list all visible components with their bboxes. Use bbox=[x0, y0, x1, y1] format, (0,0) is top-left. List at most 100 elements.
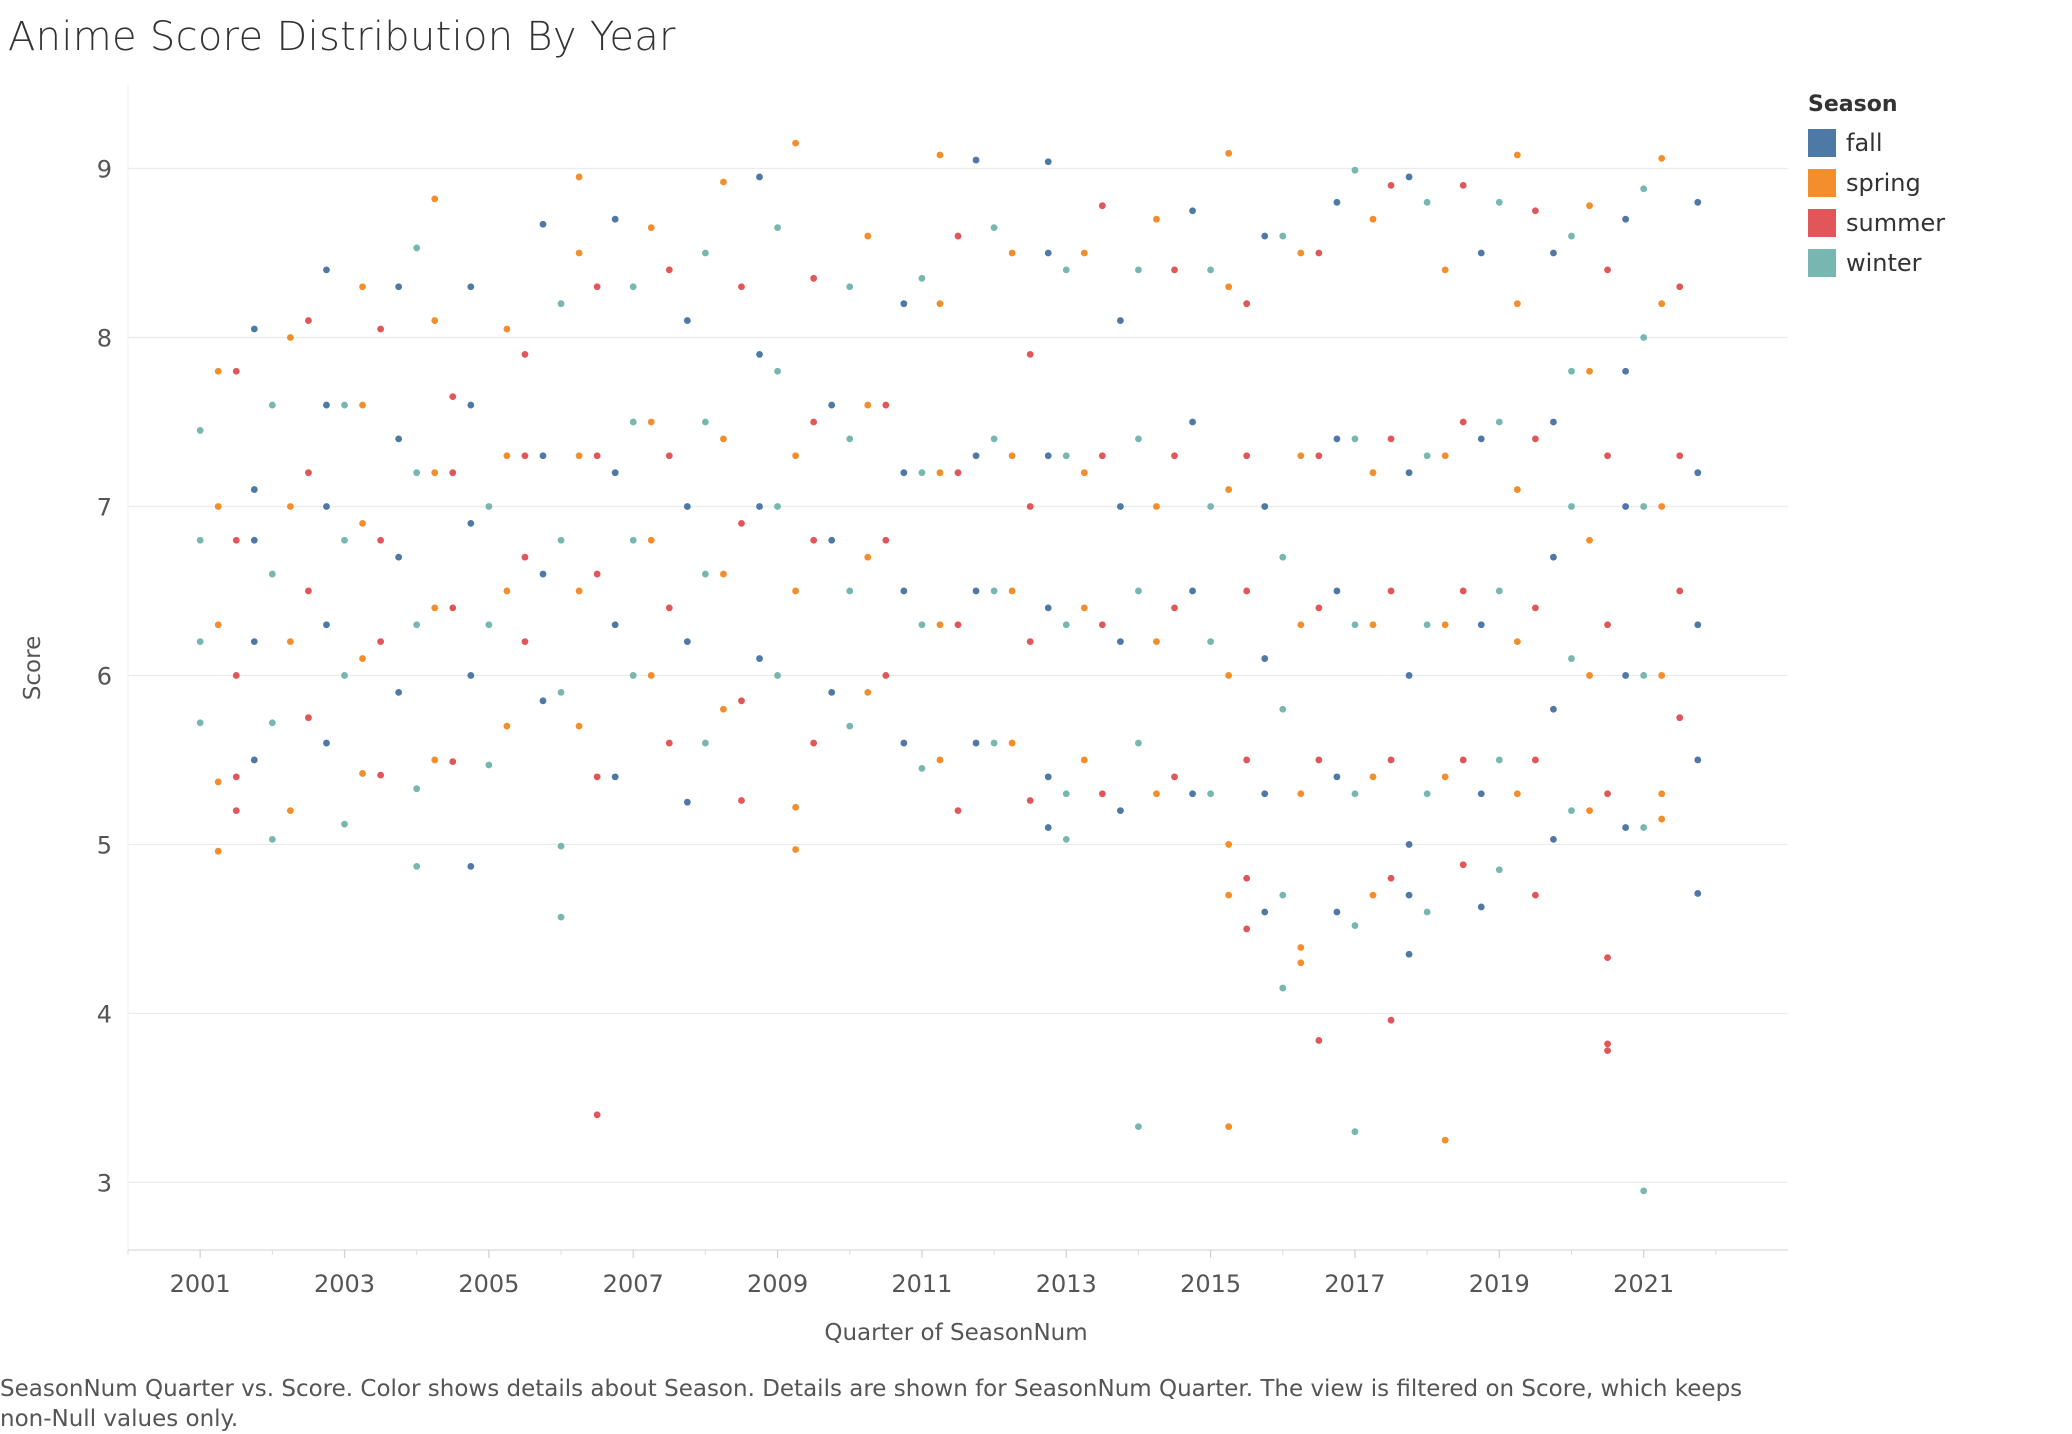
point-spring[interactable] bbox=[1008, 739, 1016, 747]
point-summer[interactable] bbox=[1098, 452, 1106, 460]
point-summer[interactable] bbox=[593, 283, 601, 291]
point-fall[interactable] bbox=[828, 401, 836, 409]
point-summer[interactable] bbox=[1604, 452, 1611, 460]
point-fall[interactable] bbox=[395, 688, 403, 696]
point-winter[interactable] bbox=[1351, 166, 1359, 174]
point-fall[interactable] bbox=[683, 638, 691, 646]
point-summer[interactable] bbox=[1604, 266, 1611, 274]
point-summer[interactable] bbox=[1171, 773, 1178, 781]
point-fall[interactable] bbox=[467, 283, 475, 291]
point-summer[interactable] bbox=[377, 536, 385, 544]
point-winter[interactable] bbox=[268, 719, 276, 727]
point-winter[interactable] bbox=[1207, 790, 1215, 798]
point-spring[interactable] bbox=[1586, 367, 1593, 375]
point-fall[interactable] bbox=[828, 688, 836, 696]
point-fall[interactable] bbox=[1694, 469, 1702, 477]
point-spring[interactable] bbox=[503, 325, 511, 333]
point-summer[interactable] bbox=[1459, 181, 1467, 189]
point-spring[interactable] bbox=[1297, 959, 1305, 967]
point-winter[interactable] bbox=[268, 570, 276, 578]
point-winter[interactable] bbox=[413, 785, 421, 793]
point-fall[interactable] bbox=[323, 401, 330, 409]
point-winter[interactable] bbox=[1062, 790, 1070, 798]
point-spring[interactable] bbox=[1225, 486, 1233, 493]
point-summer[interactable] bbox=[1243, 874, 1251, 882]
point-fall[interactable] bbox=[250, 638, 258, 646]
point-fall[interactable] bbox=[1622, 215, 1630, 223]
point-fall[interactable] bbox=[1044, 249, 1052, 257]
point-summer[interactable] bbox=[305, 587, 312, 595]
point-spring[interactable] bbox=[359, 770, 366, 777]
point-summer[interactable] bbox=[1026, 797, 1034, 804]
point-summer[interactable] bbox=[1243, 756, 1251, 764]
point-summer[interactable] bbox=[954, 621, 962, 629]
point-fall[interactable] bbox=[683, 798, 691, 806]
point-winter[interactable] bbox=[1568, 807, 1575, 815]
point-spring[interactable] bbox=[1586, 672, 1593, 679]
point-spring[interactable] bbox=[864, 688, 872, 696]
point-fall[interactable] bbox=[1261, 655, 1269, 662]
point-fall[interactable] bbox=[972, 739, 980, 747]
point-spring[interactable] bbox=[1153, 503, 1160, 510]
point-winter[interactable] bbox=[1351, 922, 1359, 929]
point-winter[interactable] bbox=[1640, 185, 1648, 193]
point-winter[interactable] bbox=[1423, 198, 1431, 206]
point-winter[interactable] bbox=[1640, 1187, 1648, 1195]
point-spring[interactable] bbox=[1658, 300, 1666, 308]
point-fall[interactable] bbox=[1694, 198, 1702, 206]
point-spring[interactable] bbox=[864, 401, 872, 409]
point-summer[interactable] bbox=[665, 604, 673, 612]
legend-item-winter[interactable]: winter bbox=[1808, 243, 1945, 283]
point-spring[interactable] bbox=[792, 139, 800, 147]
point-fall[interactable] bbox=[323, 739, 330, 747]
point-fall[interactable] bbox=[539, 570, 547, 578]
legend-item-spring[interactable]: spring bbox=[1808, 163, 1945, 203]
point-winter[interactable] bbox=[1279, 891, 1287, 899]
point-summer[interactable] bbox=[954, 232, 962, 240]
point-winter[interactable] bbox=[413, 621, 421, 629]
point-winter[interactable] bbox=[1495, 587, 1503, 595]
point-spring[interactable] bbox=[214, 367, 222, 375]
point-spring[interactable] bbox=[1586, 202, 1593, 210]
point-summer[interactable] bbox=[1387, 587, 1395, 595]
point-spring[interactable] bbox=[1080, 604, 1088, 612]
point-fall[interactable] bbox=[1405, 891, 1413, 899]
point-summer[interactable] bbox=[305, 714, 312, 722]
point-fall[interactable] bbox=[1044, 158, 1052, 166]
point-winter[interactable] bbox=[1568, 232, 1575, 240]
point-winter[interactable] bbox=[1568, 655, 1575, 662]
point-fall[interactable] bbox=[250, 325, 258, 333]
point-spring[interactable] bbox=[1080, 756, 1088, 764]
point-summer[interactable] bbox=[593, 452, 601, 460]
point-spring[interactable] bbox=[431, 604, 439, 612]
point-fall[interactable] bbox=[1261, 503, 1269, 510]
point-fall[interactable] bbox=[1333, 908, 1341, 916]
point-fall[interactable] bbox=[467, 519, 475, 527]
point-summer[interactable] bbox=[521, 350, 529, 358]
point-summer[interactable] bbox=[665, 266, 673, 274]
point-spring[interactable] bbox=[503, 722, 511, 730]
point-winter[interactable] bbox=[1351, 790, 1359, 798]
point-summer[interactable] bbox=[1531, 207, 1539, 215]
point-summer[interactable] bbox=[1098, 621, 1106, 629]
point-summer[interactable] bbox=[1459, 756, 1467, 764]
point-summer[interactable] bbox=[1604, 1040, 1611, 1048]
point-winter[interactable] bbox=[1279, 232, 1287, 240]
point-spring[interactable] bbox=[647, 224, 655, 232]
point-summer[interactable] bbox=[1387, 874, 1395, 882]
point-fall[interactable] bbox=[323, 266, 330, 274]
point-fall[interactable] bbox=[1622, 367, 1630, 375]
point-fall[interactable] bbox=[1477, 249, 1485, 257]
point-fall[interactable] bbox=[1333, 587, 1341, 595]
point-winter[interactable] bbox=[1062, 452, 1070, 460]
point-spring[interactable] bbox=[1369, 469, 1377, 477]
point-spring[interactable] bbox=[1297, 452, 1305, 460]
point-summer[interactable] bbox=[1387, 1016, 1395, 1024]
point-spring[interactable] bbox=[1586, 807, 1593, 815]
point-summer[interactable] bbox=[1243, 925, 1251, 933]
point-spring[interactable] bbox=[1441, 452, 1449, 460]
point-fall[interactable] bbox=[1694, 890, 1702, 897]
point-summer[interactable] bbox=[882, 672, 890, 679]
point-spring[interactable] bbox=[647, 672, 655, 679]
point-summer[interactable] bbox=[449, 393, 457, 401]
